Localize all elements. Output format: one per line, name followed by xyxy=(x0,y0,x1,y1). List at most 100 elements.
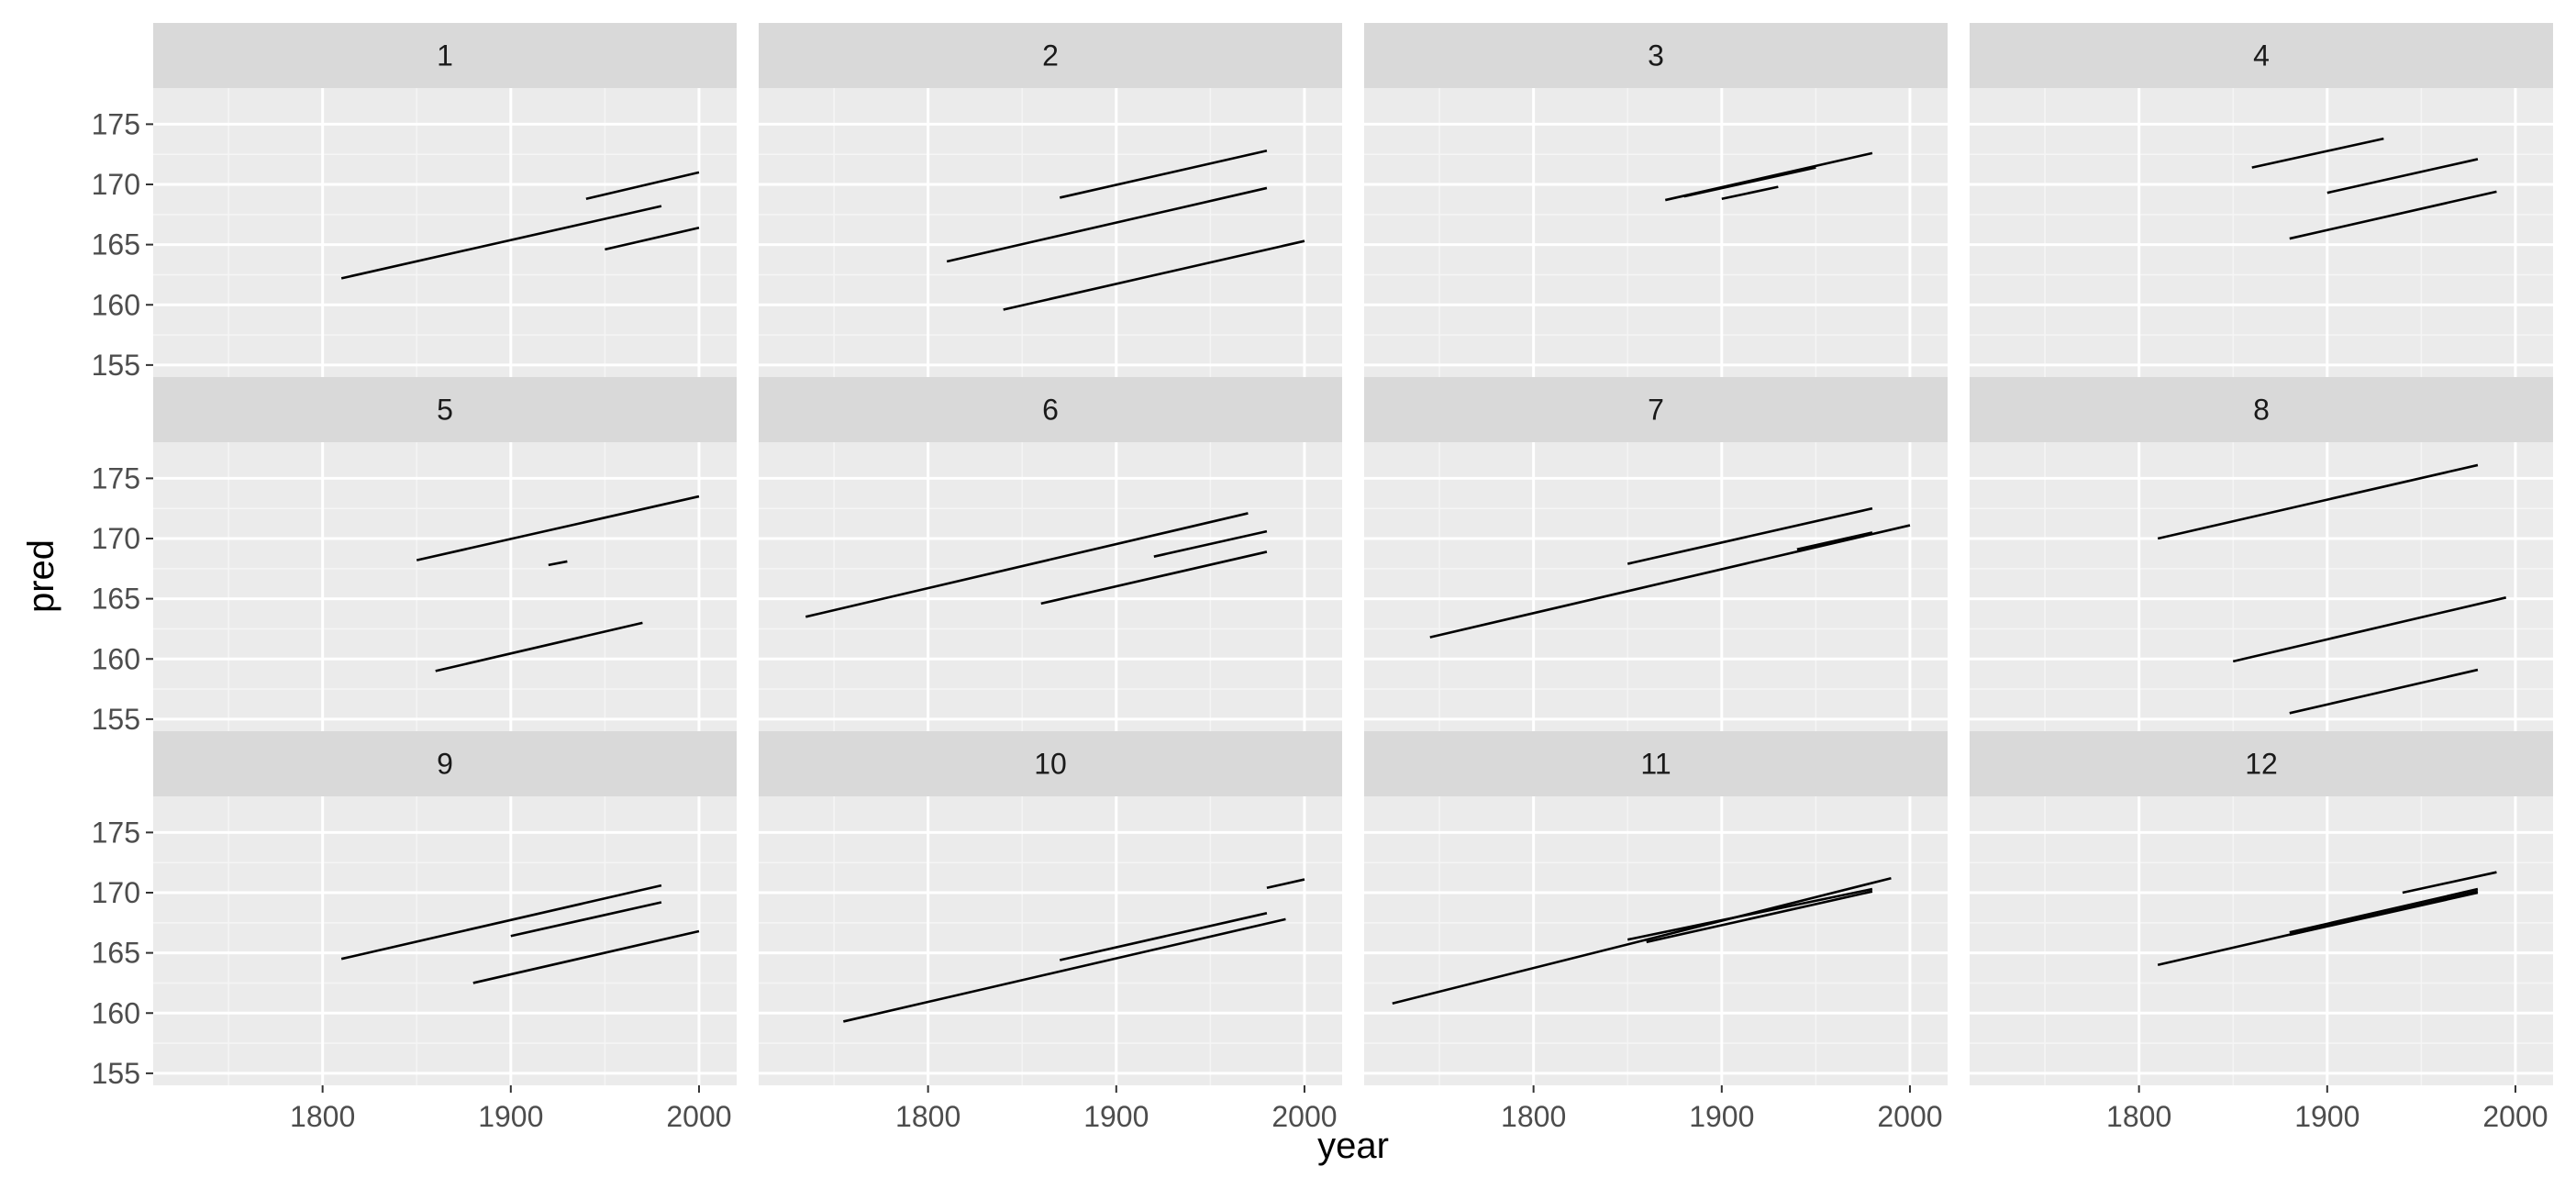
facet-strip-label: 11 xyxy=(1640,748,1671,781)
series-line xyxy=(1266,878,1305,890)
y-tick-label: 160 xyxy=(92,642,140,675)
series-line xyxy=(2289,887,2479,934)
panel-background xyxy=(153,442,737,731)
series-line xyxy=(2289,190,2497,240)
panel-background xyxy=(1364,88,1948,377)
y-tick-label: 175 xyxy=(92,107,140,140)
series-line xyxy=(2289,668,2479,715)
facet-strip xyxy=(1970,731,2553,796)
y-tick-label: 160 xyxy=(92,288,140,321)
series-line xyxy=(2251,137,2384,169)
x-tick-label: 1800 xyxy=(2106,1100,2171,1133)
series-line xyxy=(340,205,662,280)
panel-background xyxy=(153,88,737,377)
y-tick-label: 175 xyxy=(92,816,140,849)
panel-background xyxy=(153,796,737,1085)
x-tick-label: 1900 xyxy=(478,1100,543,1133)
series-line xyxy=(585,171,700,201)
panel-background xyxy=(1970,88,2553,377)
x-tick-label: 2000 xyxy=(1877,1100,1942,1133)
facet-strip-label: 7 xyxy=(1648,394,1664,427)
x-tick-label: 1900 xyxy=(1083,1100,1149,1133)
facet-panel-6: 6 xyxy=(759,377,1342,731)
series-line xyxy=(605,226,700,251)
facet-strip xyxy=(1364,731,1948,796)
series-line xyxy=(2326,158,2479,194)
series-line xyxy=(1796,531,1873,551)
facet-panel-8: 8 xyxy=(1970,377,2553,731)
facet-strip-label: 9 xyxy=(437,748,453,781)
facet-panel-12: 12 xyxy=(1970,731,2553,1085)
series-line xyxy=(1683,166,1816,198)
series-line xyxy=(435,621,643,672)
facet-panel-10: 10 xyxy=(759,731,1342,1085)
series-line xyxy=(1429,524,1911,639)
y-tick-label: 155 xyxy=(92,703,140,736)
facet-panel-5: 5 xyxy=(153,377,737,731)
y-tick-label: 160 xyxy=(92,996,140,1029)
shared-axes: 155 160 165 170 175 155 160 165 170 175 155 160 165 1… xyxy=(92,107,2548,1133)
series-line xyxy=(510,901,662,938)
facet-strip-label: 3 xyxy=(1648,39,1664,72)
facet-panel-1: 1 xyxy=(153,23,737,377)
facet-strip-label: 5 xyxy=(437,394,453,427)
x-tick-label: 1800 xyxy=(895,1100,960,1133)
series-line xyxy=(340,883,662,961)
series-line xyxy=(1153,529,1268,558)
x-tick-label: 2000 xyxy=(2482,1100,2548,1133)
series-line xyxy=(1721,185,1779,201)
facet-strip xyxy=(759,23,1342,88)
facet-strip-label: 8 xyxy=(2253,394,2270,427)
x-axis-title: year xyxy=(1317,1126,1389,1166)
facet-strip xyxy=(153,731,737,796)
facet-strip-label: 12 xyxy=(2245,748,2278,781)
series-line xyxy=(2157,463,2479,540)
panel-background xyxy=(1970,442,2553,731)
panel-background xyxy=(759,796,1342,1085)
y-tick-label: 155 xyxy=(92,1057,140,1090)
series-line xyxy=(843,917,1286,1023)
series-line xyxy=(2232,596,2507,663)
facet-panel-4: 4 xyxy=(1970,23,2553,377)
y-tick-label: 170 xyxy=(92,522,140,555)
facet-strip xyxy=(1364,377,1948,442)
series-line xyxy=(1627,506,1873,565)
y-tick-label: 170 xyxy=(92,168,140,201)
y-tick-label: 175 xyxy=(92,461,140,494)
series-line xyxy=(1059,912,1268,961)
facet-strip xyxy=(153,23,737,88)
facet-strip-label: 6 xyxy=(1042,394,1059,427)
series-line xyxy=(1646,890,1873,944)
facet-panel-2: 2 xyxy=(759,23,1342,377)
x-tick-label: 2000 xyxy=(1271,1100,1337,1133)
facet-strip-label: 4 xyxy=(2253,39,2270,72)
series-line xyxy=(946,186,1268,263)
facet-strip-label: 1 xyxy=(437,39,453,72)
facet-strip xyxy=(759,731,1342,796)
x-tick-label: 1800 xyxy=(290,1100,355,1133)
panel-background xyxy=(759,88,1342,377)
facet-panel-7: 7 xyxy=(1364,377,1948,731)
series-line xyxy=(805,512,1249,618)
series-line xyxy=(416,494,700,561)
facet-strip-label: 10 xyxy=(1034,748,1067,781)
x-tick-label: 1800 xyxy=(1501,1100,1566,1133)
y-tick-label: 155 xyxy=(92,349,140,382)
facet-strip-label: 2 xyxy=(1042,39,1059,72)
y-axis-title: pred xyxy=(21,539,61,613)
x-tick-label: 1900 xyxy=(1689,1100,1754,1133)
facet-panel-11: 11 xyxy=(1364,731,1948,1085)
facet-strip xyxy=(1970,23,2553,88)
series-line xyxy=(548,560,568,567)
facet-strip xyxy=(1364,23,1948,88)
series-line xyxy=(1627,887,1873,941)
facet-strip xyxy=(759,377,1342,442)
facet-strip xyxy=(1970,377,2553,442)
facet-strip xyxy=(153,377,737,442)
y-tick-label: 165 xyxy=(92,228,140,261)
panel-background xyxy=(759,442,1342,731)
series-line xyxy=(1392,876,1892,1006)
series-line xyxy=(1040,550,1268,606)
